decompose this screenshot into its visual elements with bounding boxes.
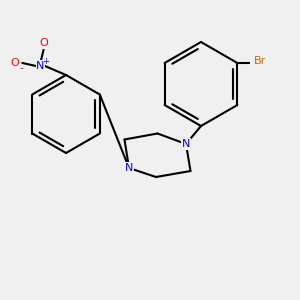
Text: N: N bbox=[125, 163, 133, 173]
Text: N: N bbox=[182, 139, 190, 149]
Text: -: - bbox=[19, 63, 23, 74]
Text: +: + bbox=[43, 57, 49, 66]
Text: O: O bbox=[11, 58, 20, 68]
Text: Br: Br bbox=[254, 56, 266, 67]
Text: O: O bbox=[39, 38, 48, 49]
Text: N: N bbox=[36, 61, 45, 71]
